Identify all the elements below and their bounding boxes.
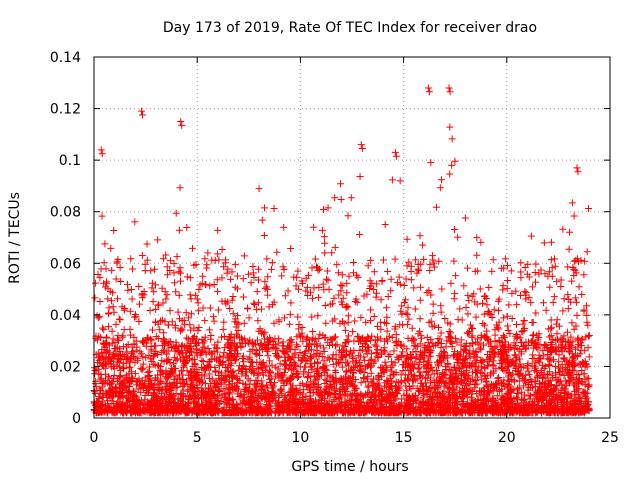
chart-root: 051015202500.020.040.060.080.10.120.14 D…	[0, 0, 640, 480]
roti-scatter-chart: 051015202500.020.040.060.080.10.120.14 D…	[0, 0, 640, 480]
